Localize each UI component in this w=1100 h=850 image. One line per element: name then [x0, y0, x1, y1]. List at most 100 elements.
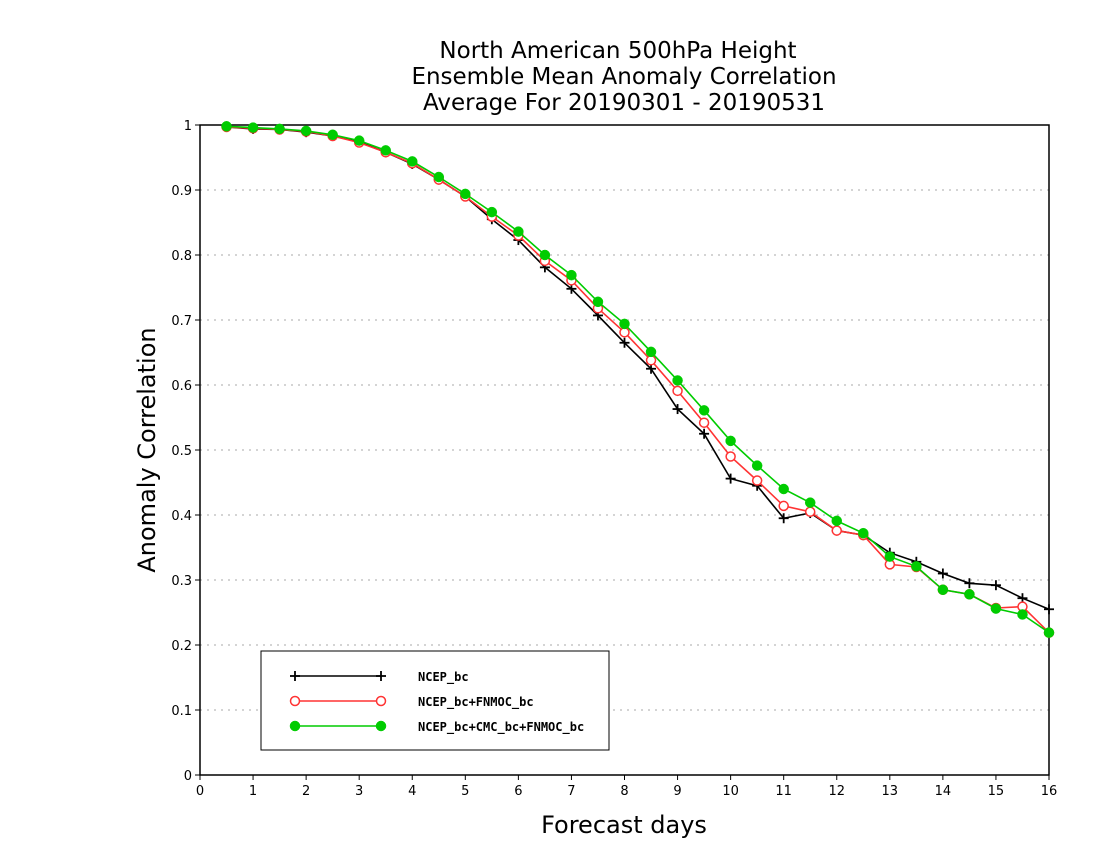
legend-marker	[376, 671, 386, 681]
x-axis-label: Forecast days	[541, 811, 707, 839]
data-point	[725, 473, 736, 484]
x-tick-label: 9	[673, 784, 681, 799]
x-tick-label: 15	[988, 784, 1005, 799]
data-point	[937, 568, 948, 579]
data-point	[990, 580, 1001, 591]
y-tick-label: 0.5	[171, 444, 192, 459]
y-tick-label: 0.4	[171, 509, 192, 524]
x-tick-label: 12	[828, 784, 845, 799]
data-point	[1044, 604, 1054, 615]
data-point	[645, 355, 657, 366]
title-line-3: Average For 20190301 - 20190531	[423, 90, 825, 116]
data-point	[221, 121, 232, 132]
y-tick-label: 0.3	[171, 574, 192, 589]
x-tick-label: 8	[620, 784, 628, 799]
y-axis-label: Anomaly Correlation	[133, 327, 161, 572]
data-point	[592, 296, 604, 308]
data-point	[672, 404, 683, 415]
data-point	[300, 125, 312, 137]
data-point	[751, 460, 763, 471]
data-point	[566, 269, 577, 281]
data-point	[831, 525, 842, 536]
title-line-2: Ensemble Mean Anomaly Correlation	[411, 64, 836, 90]
data-point	[619, 318, 630, 330]
data-point	[353, 135, 365, 146]
data-point	[698, 417, 710, 428]
data-point	[964, 589, 975, 600]
legend-label: NCEP_bc+CMC_bc+FNMOC_bc	[418, 720, 584, 735]
data-point	[778, 500, 789, 512]
y-tick-label: 0.7	[171, 314, 192, 329]
series-1	[221, 121, 1055, 638]
data-point	[698, 405, 710, 416]
y-tick-label: 0.2	[171, 639, 192, 654]
y-tick-label: 1	[184, 119, 192, 134]
gridlines	[200, 189, 1049, 711]
data-point	[460, 188, 471, 200]
data-point	[274, 123, 285, 135]
x-tick-label: 7	[567, 784, 575, 799]
data-point	[751, 475, 763, 486]
x-tick-label: 6	[514, 784, 522, 799]
y-tick-label: 0.1	[171, 704, 192, 719]
x-tick-label: 3	[355, 784, 363, 799]
x-tick-label: 1	[249, 784, 257, 799]
series-2	[221, 121, 1055, 638]
data-point	[672, 375, 683, 386]
data-point	[911, 561, 922, 572]
x-tick-label: 0	[196, 784, 204, 799]
x-tick-label: 5	[461, 784, 469, 799]
data-point	[486, 206, 498, 218]
x-tick-label: 16	[1041, 784, 1058, 799]
data-point	[804, 506, 816, 517]
data-point	[990, 603, 1002, 614]
data-point	[725, 435, 736, 447]
title-line-1: North American 500hPa Height	[439, 38, 796, 64]
series-line-0	[226, 126, 1050, 611]
legend-label: NCEP_bc+FNMOC_bc	[418, 695, 534, 710]
legend-marker	[289, 695, 301, 707]
legend-marker	[375, 695, 387, 707]
legend-marker	[290, 671, 300, 681]
data-point	[539, 249, 551, 261]
legend: NCEP_bc NCEP_bc+FNMOC_bc NCEP_bc+CMC_bc+FN…	[260, 650, 610, 751]
data-point	[1043, 627, 1055, 638]
data-point	[247, 122, 259, 133]
y-tick-label: 0.6	[171, 379, 192, 394]
data-point	[433, 171, 445, 183]
x-tick-label: 14	[935, 784, 952, 799]
data-point	[699, 428, 710, 439]
data-point	[380, 145, 391, 156]
legend-marker	[375, 720, 387, 732]
data-point	[964, 578, 975, 589]
data-point	[778, 483, 789, 495]
chart-title: North American 500hPa Height Ensemble Me…	[411, 38, 836, 116]
series-0	[221, 121, 1054, 615]
legend-label: NCEP_bc	[418, 670, 469, 685]
x-tick-label: 10	[722, 784, 739, 799]
y-tick-label: 0.8	[171, 249, 192, 264]
data-series	[221, 121, 1055, 638]
legend-marker	[289, 720, 301, 732]
x-tick-label: 13	[882, 784, 899, 799]
data-point	[619, 327, 630, 338]
y-tick-label: 0.9	[171, 184, 192, 199]
axis-ticks: 0 1 2 3 4 5 6 7 8 9 10 11 12 13 14 15 1600.10.20.30.40.5…	[171, 119, 1057, 799]
data-point	[778, 513, 789, 524]
data-point	[1017, 609, 1028, 620]
data-point	[645, 346, 657, 358]
series-line-1	[226, 126, 1050, 634]
series-line-2	[226, 125, 1050, 634]
data-point	[725, 451, 736, 462]
data-point	[407, 156, 418, 167]
data-point	[858, 527, 869, 539]
data-point	[831, 515, 842, 527]
data-point	[884, 551, 896, 562]
data-point	[513, 226, 524, 237]
data-point	[327, 129, 338, 140]
y-tick-label: 0	[184, 769, 192, 784]
data-point	[804, 497, 816, 508]
data-point	[619, 337, 630, 348]
data-point	[937, 584, 949, 595]
